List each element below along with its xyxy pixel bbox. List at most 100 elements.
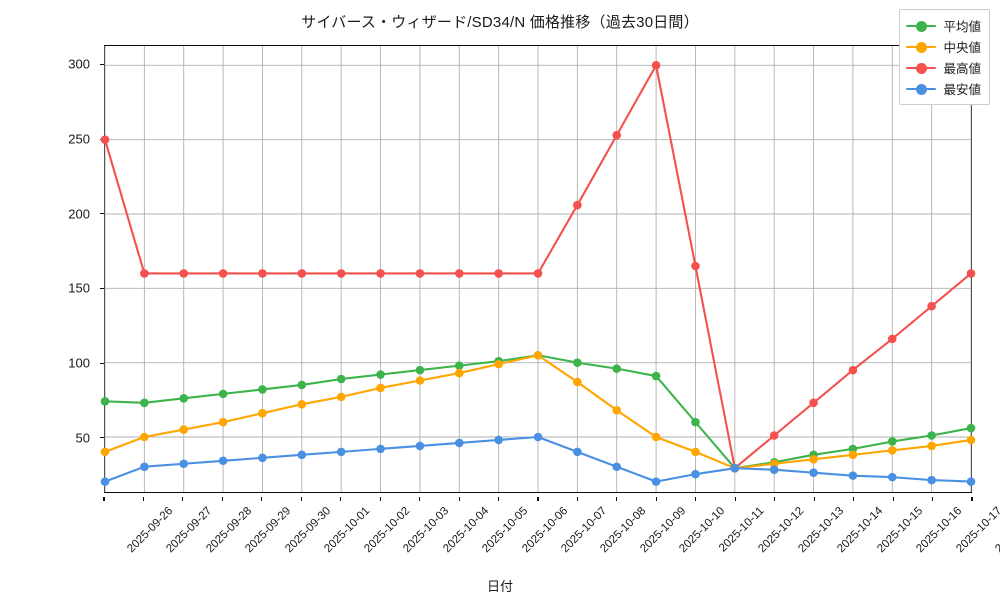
data-point[interactable] — [769, 431, 779, 440]
data-point[interactable] — [336, 269, 346, 278]
data-point[interactable] — [336, 392, 346, 402]
data-point[interactable] — [573, 200, 582, 210]
data-point[interactable] — [651, 61, 661, 70]
data-point[interactable] — [494, 435, 503, 445]
data-point[interactable] — [809, 455, 818, 464]
data-point[interactable] — [927, 441, 936, 451]
legend-item-4[interactable]: 最安値 — [906, 78, 981, 99]
data-point[interactable] — [454, 361, 464, 370]
legend-item-2[interactable]: 中央値 — [906, 36, 981, 57]
data-point[interactable] — [376, 444, 385, 454]
data-point[interactable] — [218, 417, 228, 427]
data-point[interactable] — [494, 359, 503, 369]
data-point[interactable] — [140, 269, 149, 278]
data-point[interactable] — [612, 364, 622, 373]
data-point[interactable] — [769, 465, 779, 474]
y-tick-mark — [100, 63, 104, 65]
data-point[interactable] — [100, 397, 110, 406]
data-point[interactable] — [730, 463, 740, 473]
data-point[interactable] — [258, 269, 267, 278]
data-point[interactable] — [415, 269, 425, 278]
data-point[interactable] — [848, 471, 858, 480]
data-point[interactable] — [376, 383, 385, 393]
data-point[interactable] — [218, 456, 228, 466]
data-point[interactable] — [218, 389, 228, 399]
x-tick-mark — [971, 497, 973, 501]
x-axis-ticks: 2025-09-26 2025-09-27 2025-09-28 2025-09-29… — [103, 497, 1000, 577]
data-point[interactable] — [612, 130, 622, 140]
data-point[interactable] — [533, 432, 543, 442]
data-point[interactable] — [809, 398, 818, 408]
data-point[interactable] — [179, 269, 189, 278]
data-point[interactable] — [179, 425, 189, 434]
x-tick-mark — [734, 497, 736, 501]
data-point[interactable] — [415, 365, 425, 375]
data-point[interactable] — [691, 447, 700, 457]
data-point[interactable] — [612, 405, 622, 415]
data-point[interactable] — [140, 398, 149, 408]
data-point[interactable] — [336, 447, 346, 457]
data-point[interactable] — [691, 261, 700, 271]
data-point[interactable] — [651, 432, 661, 442]
data-point[interactable] — [336, 374, 346, 384]
data-point[interactable] — [887, 472, 897, 482]
data-point[interactable] — [769, 459, 779, 469]
data-point[interactable] — [376, 370, 385, 379]
data-point[interactable] — [415, 376, 425, 385]
data-point[interactable] — [966, 269, 976, 278]
data-point[interactable] — [454, 368, 464, 378]
data-point[interactable] — [100, 135, 110, 144]
x-tick-mark — [182, 497, 184, 501]
data-point[interactable] — [454, 438, 464, 448]
data-point[interactable] — [573, 358, 582, 367]
data-point[interactable] — [533, 350, 543, 360]
data-point[interactable] — [848, 450, 858, 460]
data-point[interactable] — [573, 377, 582, 387]
data-point[interactable] — [612, 462, 622, 472]
data-point[interactable] — [454, 269, 464, 278]
data-point[interactable] — [218, 269, 228, 278]
data-point[interactable] — [533, 269, 543, 278]
data-point[interactable] — [887, 334, 897, 344]
data-point[interactable] — [966, 423, 976, 433]
series-line — [103, 64, 973, 470]
data-point[interactable] — [887, 446, 897, 455]
data-point[interactable] — [494, 269, 503, 278]
data-point[interactable] — [966, 435, 976, 445]
data-point[interactable] — [258, 453, 267, 463]
data-point[interactable] — [691, 417, 700, 427]
data-point[interactable] — [297, 400, 307, 409]
chart-title: サイバース・ウィザード/SD34/N 価格推移（過去30日間） — [301, 14, 699, 31]
data-point[interactable] — [179, 394, 189, 403]
data-point[interactable] — [140, 432, 149, 442]
data-point[interactable] — [179, 459, 189, 469]
x-tick-mark — [142, 497, 144, 501]
legend-item-1[interactable]: 平均値 — [906, 15, 981, 36]
data-point[interactable] — [258, 385, 267, 394]
data-point[interactable] — [848, 444, 858, 454]
legend-item-3[interactable]: 最高値 — [906, 57, 981, 78]
data-point[interactable] — [100, 447, 110, 457]
data-point[interactable] — [927, 301, 936, 311]
x-tick-mark — [616, 497, 618, 501]
data-point[interactable] — [415, 441, 425, 451]
data-point[interactable] — [887, 437, 897, 446]
data-point[interactable] — [297, 380, 307, 390]
data-point[interactable] — [848, 365, 858, 375]
data-point[interactable] — [573, 447, 582, 457]
data-point[interactable] — [691, 469, 700, 479]
data-point[interactable] — [376, 269, 385, 278]
data-point[interactable] — [140, 462, 149, 472]
data-point[interactable] — [100, 477, 110, 486]
data-point[interactable] — [927, 431, 936, 440]
data-point[interactable] — [258, 408, 267, 418]
data-point[interactable] — [297, 269, 307, 278]
data-point[interactable] — [927, 475, 936, 485]
data-point[interactable] — [651, 477, 661, 486]
data-point[interactable] — [966, 477, 976, 486]
x-tick-mark — [221, 497, 223, 501]
legend-label: 最安値 — [943, 83, 981, 97]
data-point[interactable] — [297, 450, 307, 460]
data-point[interactable] — [651, 371, 661, 381]
data-point[interactable] — [809, 468, 818, 477]
